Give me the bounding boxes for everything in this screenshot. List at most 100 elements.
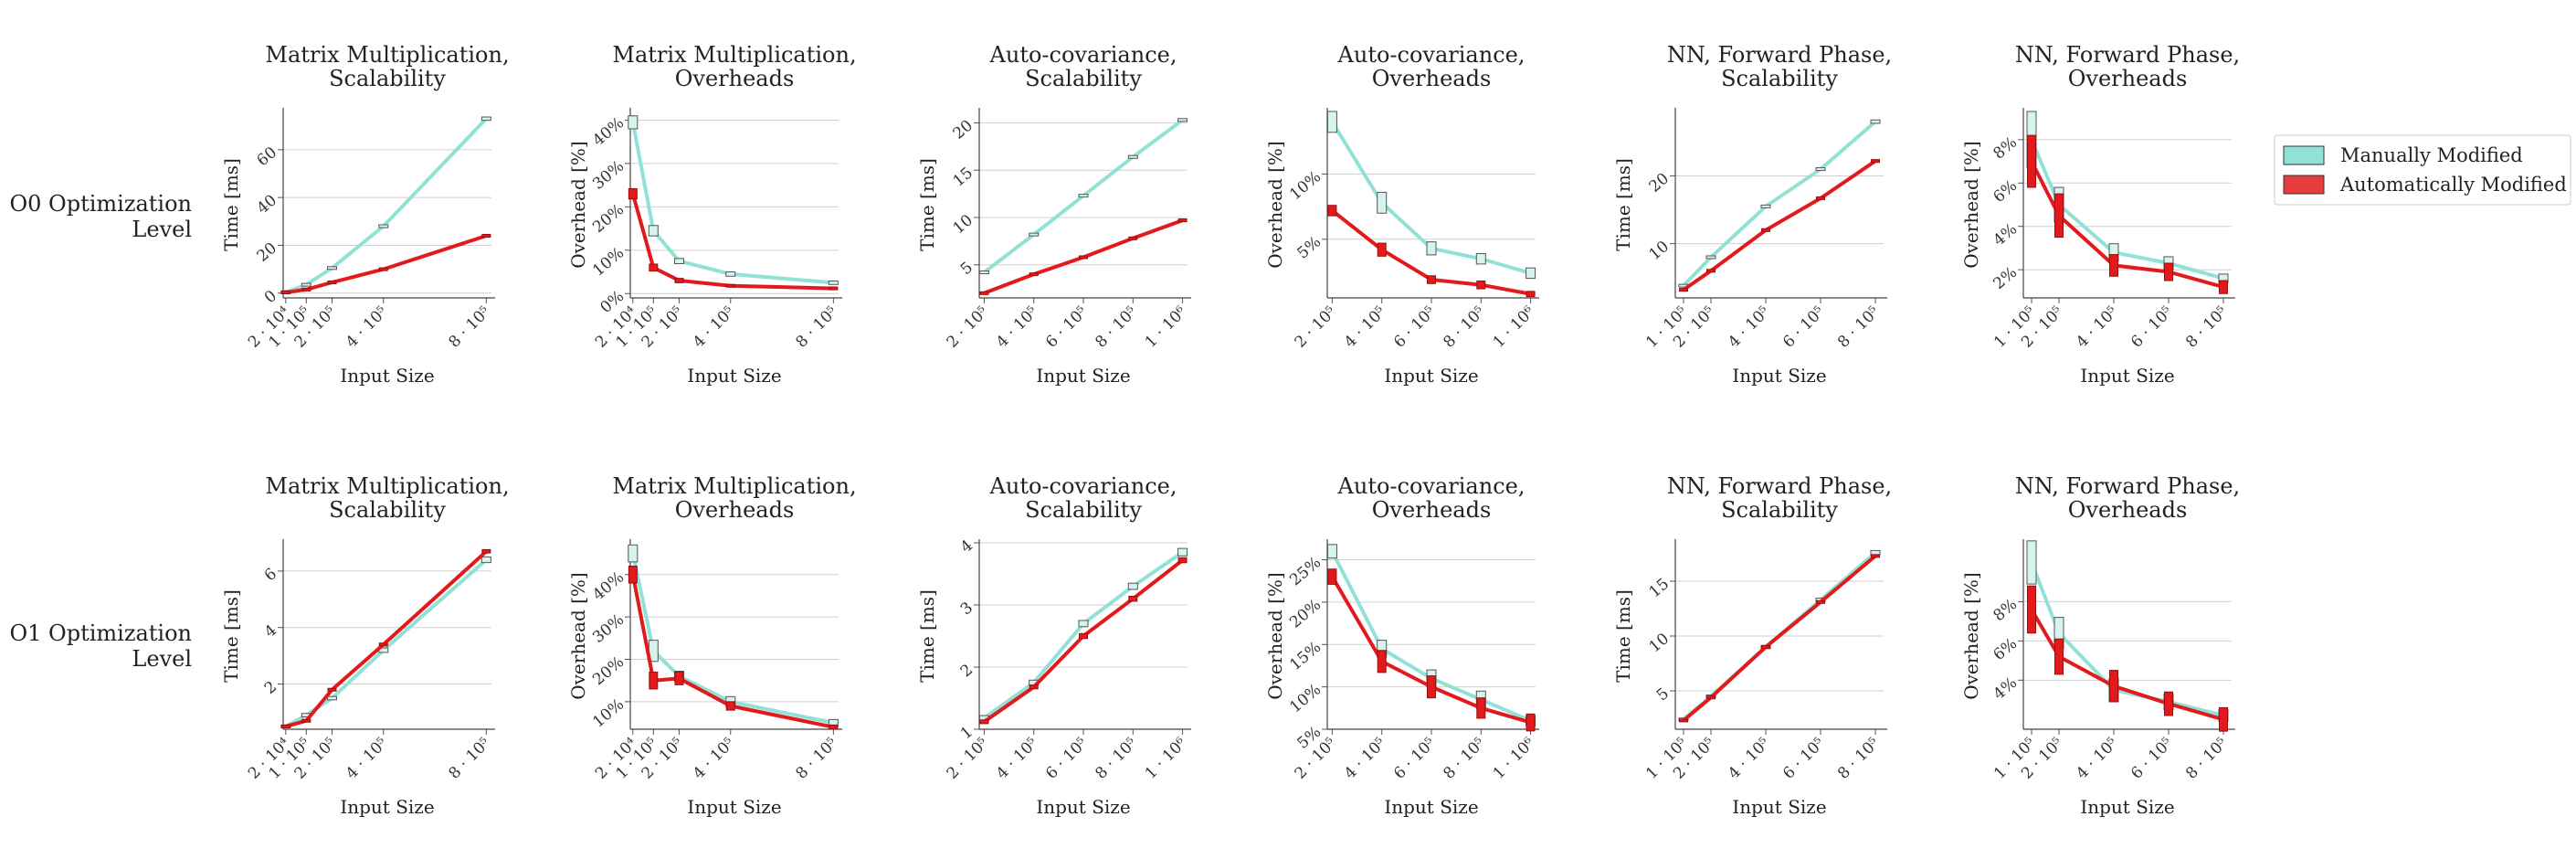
series-line-manual [1682,120,1877,288]
x-tick-label: 4 · 10⁵ [993,734,1041,782]
series-line-manual [283,116,489,294]
y-tick-label: 30% [589,610,628,647]
data-point-auto [1871,159,1880,164]
y-tick-label: 20 [254,239,280,266]
x-tick-label: 6 · 10⁵ [1390,302,1439,351]
data-point-auto [481,234,491,238]
data-point-auto [1128,236,1138,240]
data-point-auto [1761,228,1770,232]
x-tick-label: 8 · 10⁵ [2182,734,2231,782]
data-point-manual [326,695,337,701]
x-tick-label: 8 · 10⁵ [1834,302,1883,351]
y-tick-label: 20 [950,117,977,143]
x-tick-label: 8 · 10⁵ [446,734,494,782]
data-point-auto [829,286,839,291]
y-tick-label: 10 [1646,238,1673,264]
data-point-auto [2027,134,2036,188]
chart-title: NN, Forward Phase, [2015,473,2240,499]
y-axis-label: Time [ms] [916,589,938,683]
legend: Manually Modified Automatically Modified [2274,134,2571,206]
data-point-auto [2027,585,2036,634]
y-tick-label: 2 [261,678,280,698]
y-tick-label: 40% [589,114,628,151]
data-point-auto [2109,254,2118,277]
legend-swatch-manual [2283,145,2325,165]
chart-title: Overheads [1372,66,1492,91]
chart-title: Overheads [675,497,795,523]
data-point-manual [1177,547,1188,557]
x-tick-label: 4 · 10⁵ [993,302,1041,351]
y-tick-label: 20 [1646,170,1673,196]
y-tick-label: 6% [1990,176,2022,207]
y-tick-label: 6% [1990,634,2022,664]
data-point-auto [628,566,638,584]
chart-title: Matrix Multiplication, [265,42,509,68]
data-point-auto [1177,218,1188,223]
y-tick-label: 30% [589,157,628,194]
data-point-manual [628,115,639,130]
data-point-manual [673,258,684,265]
chart-title: Matrix Multiplication, [265,473,509,499]
row-label-o1-line1: O1 Optimization [9,620,192,646]
chart-title: Auto-covariance, [1337,42,1526,68]
data-point-auto [1706,695,1716,700]
data-point-auto [649,263,659,272]
x-axis-label: Input Size [1732,365,1826,387]
chart-title: NN, Forward Phase, [1667,42,1892,68]
data-point-manual [1127,582,1138,590]
x-tick-label: 6 · 10⁵ [2127,302,2176,351]
data-point-manual [1326,544,1337,559]
data-point-auto [1679,718,1688,723]
x-tick-label: 8 · 10⁵ [1440,302,1488,351]
data-point-manual [1127,154,1138,159]
x-axis-label: Input Size [1036,365,1130,387]
data-point-manual [1029,232,1040,237]
chart-title: Overheads [675,66,795,91]
data-point-auto [2164,691,2173,716]
x-axis-label: Input Size [2080,796,2174,818]
x-tick-label: 2 · 10⁵ [944,302,992,351]
data-point-auto [2109,670,2118,703]
data-point-auto [280,724,290,728]
data-point-auto [2219,280,2228,294]
chart-title: Matrix Multiplication, [612,473,856,499]
data-point-auto [1526,713,1536,732]
legend-label-manual: Manually Modified [2340,144,2523,166]
data-point-manual [1705,255,1716,260]
y-tick-label: 15% [1286,638,1325,674]
chart-title: Auto-covariance, [989,473,1177,499]
data-point-auto [327,687,337,692]
data-point-auto [649,671,659,690]
data-point-manual [978,270,989,275]
data-point-manual [1760,204,1771,208]
data-point-auto [979,291,989,295]
data-point-auto [674,671,684,685]
chart-title: Scalability [329,66,446,91]
series-line-auto [283,549,489,728]
y-axis-label: Overhead [%] [1960,572,1982,700]
chart-title: Overheads [2068,497,2188,523]
x-axis-label: Input Size [1732,796,1826,818]
y-tick-label: 4% [1990,220,2022,250]
data-point-auto [1706,269,1716,273]
x-tick-label: 6 · 10⁵ [1042,302,1091,351]
data-point-auto [1128,595,1138,602]
data-point-auto [2164,262,2173,281]
y-axis-label: Time [ms] [1612,589,1634,683]
data-point-auto [1476,697,1486,719]
x-tick-label: 4 · 10⁵ [2073,734,2121,782]
y-axis-label: Overhead [%] [1264,572,1286,700]
y-tick-label: 5 [1653,684,1673,705]
y-axis-label: Time [ms] [220,158,242,251]
x-tick-label: 8 · 10⁵ [1092,302,1140,351]
x-tick-label: 8 · 10⁵ [1834,734,1883,782]
data-point-auto [1679,288,1688,292]
x-axis-label: Input Size [1384,365,1478,387]
y-tick-label: 2 [957,661,977,681]
chart-title: Matrix Multiplication, [612,42,856,68]
y-tick-label: 4% [1990,673,2022,704]
x-axis-label: Input Size [340,365,434,387]
y-axis-label: Overhead [%] [1264,141,1286,269]
y-tick-label: 8% [1990,596,2022,626]
